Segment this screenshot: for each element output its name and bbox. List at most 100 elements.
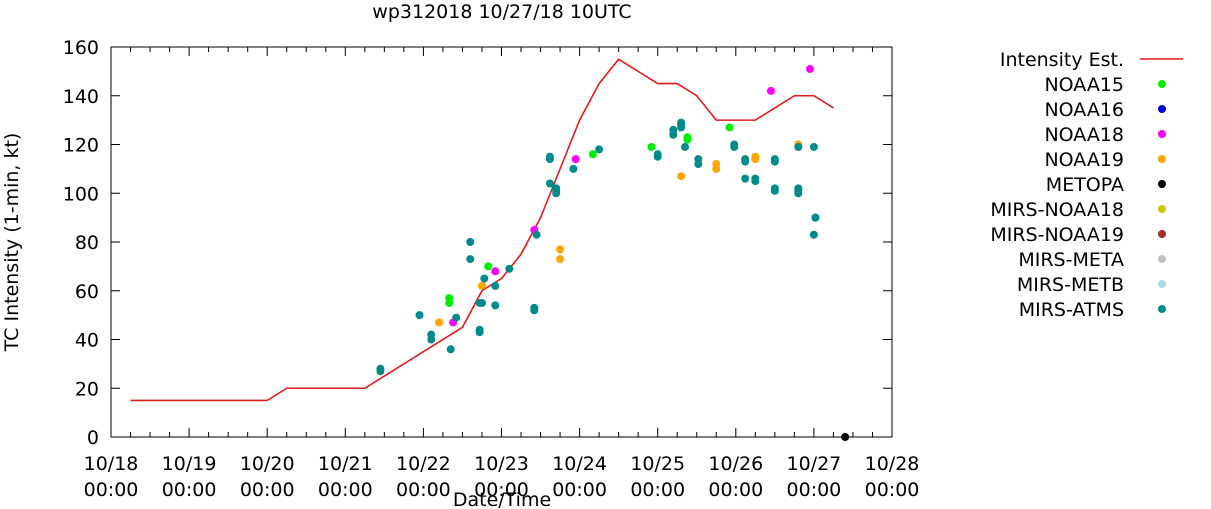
legend-swatch-mirs-noaa19 [1158,230,1166,238]
y-tick-label: 60 [75,281,99,303]
y-tick-label: 0 [87,427,99,449]
point-mirs-atms [770,184,779,193]
y-tick-label: 40 [75,330,99,352]
legend-swatch-metopa [1158,180,1166,188]
x-tick-date: 10/18 [84,453,139,475]
point-mirs-atms [545,152,554,161]
x-tick-date: 10/25 [630,453,685,475]
legend-label-metopa: METOPA [1046,174,1124,196]
point-mirs-atms [415,311,424,320]
point-noaa19 [435,318,444,327]
legend-label-mirs-noaa19: MIRS-NOAA19 [990,224,1124,246]
legend-label-mirs-meta: MIRS-META [1018,249,1124,271]
x-tick-date: 10/21 [318,453,373,475]
legend-swatch-noaa15 [1158,80,1166,88]
point-mirs-atms [452,313,461,322]
x-tick-date: 10/19 [162,453,217,475]
x-tick-date: 10/20 [240,453,295,475]
point-mirs-atms [505,264,514,273]
y-tick-label: 160 [63,37,99,59]
point-mirs-atms [794,184,803,193]
point-mirs-atms [466,255,475,264]
y-axis-label: TC Intensity (1-min, kt) [1,133,23,353]
legend: Intensity Est. NOAA15 NOAA16 NOAA18 NOAA19 ME… [990,49,1183,321]
point-mirs-atms [811,213,820,222]
legend-swatch-noaa18 [1158,130,1166,138]
point-noaa18 [805,64,814,73]
point-mirs-atms [669,125,678,134]
y-tick-label: 20 [75,378,99,400]
point-mirs-atms [491,281,500,290]
x-tick-date: 10/23 [474,453,529,475]
x-axis-label: Date/Time [453,489,551,509]
point-mirs-atms [491,301,500,310]
point-mirs-atms [475,325,484,334]
legend-label-mirs-noaa18: MIRS-NOAA18 [990,199,1124,221]
data-points [376,64,850,441]
point-mirs-atms [741,174,750,183]
point-noaa18 [571,155,580,164]
legend-swatch-noaa19 [1158,155,1166,163]
legend-label-noaa15: NOAA15 [1044,74,1124,96]
axis-ticks [110,46,893,438]
x-tick-time: 00:00 [552,479,607,501]
x-tick-time: 00:00 [865,479,920,501]
x-tick-time: 00:00 [787,479,842,501]
legend-swatch-mirs-meta [1158,255,1166,263]
point-noaa15 [588,150,597,159]
x-tick-time: 00:00 [162,479,217,501]
point-noaa18 [766,86,775,95]
legend-label-mirs-metb: MIRS-METB [1017,274,1124,296]
point-mirs-atms [532,230,541,239]
point-mirs-atms [477,298,486,307]
legend-label-noaa18: NOAA18 [1044,124,1124,146]
point-mirs-atms [809,142,818,151]
x-tick-time: 00:00 [240,479,295,501]
legend-label-mirs-atms: MIRS-ATMS [1019,299,1124,321]
point-mirs-atms [480,274,489,283]
point-mirs-atms [446,345,455,354]
point-noaa15 [725,123,734,132]
point-noaa19 [477,281,486,290]
point-mirs-atms [552,184,561,193]
legend-label-noaa19: NOAA19 [1044,149,1124,171]
point-mirs-atms [376,364,385,373]
intensity-est-line [130,58,834,402]
x-tick-date: 10/22 [396,453,451,475]
point-metopa [841,433,850,441]
y-tick-label: 100 [63,183,99,205]
point-mirs-atms [730,140,739,149]
x-tick-date: 10/24 [552,453,607,475]
point-noaa19 [556,245,565,254]
point-noaa19 [712,160,721,168]
point-noaa19 [556,255,565,264]
x-tick-time: 00:00 [708,479,763,501]
y-tick-labels: 0 20 40 60 80 100 120 140 160 [63,37,99,449]
point-mirs-atms [694,155,703,164]
point-noaa19 [751,152,760,161]
point-mirs-atms [466,238,475,246]
legend-swatch-noaa16 [1158,105,1166,113]
point-noaa18 [491,267,500,276]
y-tick-label: 120 [63,135,99,157]
point-mirs-atms [595,145,604,154]
legend-label-noaa16: NOAA16 [1044,99,1124,121]
point-noaa15 [683,133,692,142]
point-mirs-atms [427,330,436,339]
point-mirs-atms [677,118,686,127]
y-tick-label: 140 [63,86,99,108]
point-mirs-atms [545,179,554,188]
x-tick-time: 00:00 [474,479,529,501]
legend-swatch-mirs-metb [1158,280,1166,288]
x-tick-date: 10/27 [787,453,842,475]
point-noaa15 [445,294,454,303]
point-mirs-atms [530,303,539,312]
point-mirs-atms [809,230,818,239]
point-noaa19 [677,172,686,181]
x-tick-time: 00:00 [84,479,139,501]
x-tick-labels: 10/18 00:00 10/19 00:00 10/20 00:00 10/21 00:00… [84,453,920,501]
point-mirs-atms [770,155,779,164]
point-mirs-atms [751,174,760,183]
point-mirs-atms [569,164,578,173]
